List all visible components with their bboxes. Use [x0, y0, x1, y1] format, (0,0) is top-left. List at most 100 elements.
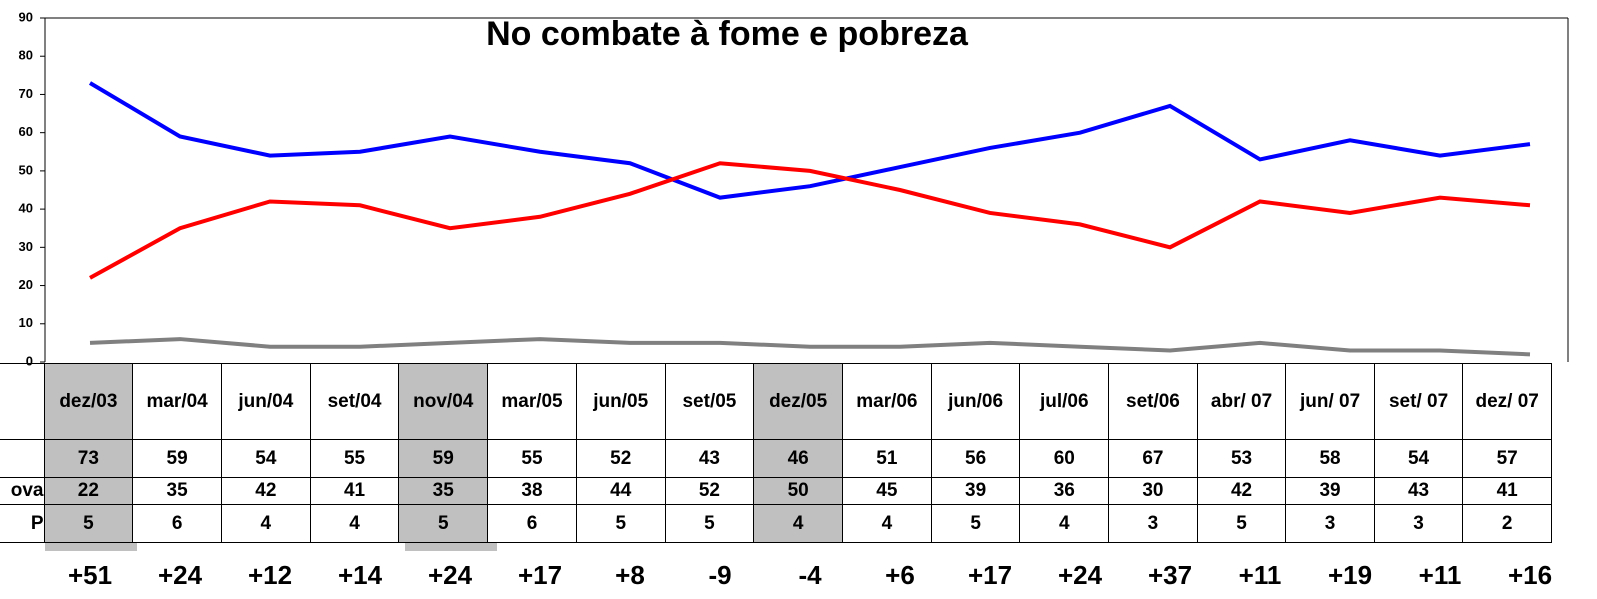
value-cell: 43 [1373, 477, 1464, 505]
column-header: dez/ 07 [1462, 363, 1552, 440]
y-tick-label: 30 [19, 239, 33, 254]
value-cell: 58 [1285, 439, 1375, 478]
y-tick-label: 80 [19, 48, 33, 63]
balance-value: +24 [427, 560, 473, 590]
value-cell: 73 [43, 439, 134, 478]
y-tick-label: 90 [19, 9, 33, 24]
value-cell: 5 [930, 504, 1021, 543]
highlight-extension [45, 543, 137, 551]
row-label: P [0, 504, 45, 543]
value-cell: 4 [753, 504, 843, 543]
value-cell: 5 [664, 504, 755, 543]
column-header: mar/06 [842, 363, 932, 440]
value-cell: 3 [1285, 504, 1375, 543]
value-cell: 46 [753, 439, 843, 478]
value-cell: 5 [398, 504, 489, 543]
balance-value: -4 [798, 560, 822, 590]
value-cell: 55 [309, 439, 400, 478]
value-cell: 3 [1373, 504, 1464, 543]
value-cell: 57 [1462, 439, 1552, 478]
column-header: jun/05 [575, 363, 666, 440]
value-cell: 52 [664, 477, 755, 505]
y-tick-label: 70 [19, 86, 33, 101]
chart-title: No combate à fome e pobreza [486, 15, 969, 53]
value-cell: 59 [398, 439, 489, 478]
value-cell: 54 [220, 439, 311, 478]
balance-value: +12 [247, 560, 293, 590]
data-table: dez/03 mar/04 jun/04 set/04 nov/04 mar/05 jun/… [0, 363, 1552, 543]
balance-value: +14 [337, 560, 383, 590]
y-tick-label: 50 [19, 162, 33, 177]
value-cell: 3 [1108, 504, 1198, 543]
balance-value: +24 [1057, 560, 1103, 590]
value-cell: 35 [398, 477, 489, 505]
value-cell: 4 [309, 504, 400, 543]
value-cell: 55 [487, 439, 577, 478]
balance-value: +11 [1238, 560, 1282, 590]
series-line [89, 161, 1531, 280]
series-row: 73 59 54 55 59 55 52 43 46 51 56 60 67 53 58 54 57 [0, 439, 1552, 478]
column-header: jun/ 07 [1285, 363, 1375, 440]
value-cell: 4 [220, 504, 311, 543]
value-cell: 4 [842, 504, 932, 543]
column-header: dez/03 [43, 363, 134, 440]
value-cell: 42 [1196, 477, 1287, 505]
column-header: mar/04 [132, 363, 222, 440]
value-cell: 44 [575, 477, 666, 505]
balance-value: +37 [1147, 560, 1193, 590]
column-header: set/06 [1108, 363, 1198, 440]
value-cell: 56 [930, 439, 1021, 478]
balance-value: -9 [708, 560, 732, 590]
column-header: set/04 [309, 363, 400, 440]
y-tick-label: 20 [19, 277, 33, 292]
value-cell: 60 [1019, 439, 1110, 478]
column-header: set/ 07 [1373, 363, 1464, 440]
value-cell: 5 [1196, 504, 1287, 543]
value-cell: 6 [132, 504, 222, 543]
column-header: mar/05 [487, 363, 577, 440]
value-cell: 5 [575, 504, 666, 543]
balance-value: +6 [885, 560, 915, 590]
value-cell: 39 [1285, 477, 1375, 505]
header-row: dez/03 mar/04 jun/04 set/04 nov/04 mar/05 jun/… [0, 363, 1552, 440]
value-cell: 45 [842, 477, 932, 505]
value-cell: 30 [1108, 477, 1198, 505]
balance-value: +51 [67, 560, 113, 590]
value-cell: 41 [1462, 477, 1552, 505]
column-header: jun/04 [220, 363, 311, 440]
value-cell: 35 [132, 477, 222, 505]
balance-value: +11 [1418, 560, 1462, 590]
balance-value: +16 [1507, 560, 1553, 590]
column-header: set/05 [664, 363, 755, 440]
row-label [0, 363, 45, 440]
column-header: abr/ 07 [1196, 363, 1287, 440]
value-cell: 51 [842, 439, 932, 478]
highlight-extension [405, 543, 497, 551]
value-cell: 59 [132, 439, 222, 478]
y-tick-label: 0 [26, 353, 33, 368]
value-cell: 41 [309, 477, 400, 505]
series-line [89, 337, 1531, 357]
balance-value: +8 [615, 560, 645, 590]
balance-value: +17 [517, 560, 563, 590]
column-header: nov/04 [398, 363, 489, 440]
value-cell: 52 [575, 439, 666, 478]
column-header: dez/05 [753, 363, 843, 440]
value-cell: 67 [1108, 439, 1198, 478]
value-cell: 53 [1196, 439, 1287, 478]
balance-value: +24 [157, 560, 203, 590]
value-cell: 50 [753, 477, 843, 505]
row-label [0, 439, 45, 478]
series-row: ova 22 35 42 41 35 38 44 52 50 45 39 36 30 42 39 43 41 [0, 477, 1552, 505]
row-label: ova [0, 477, 45, 505]
value-cell: 38 [487, 477, 577, 505]
column-header: jun/06 [930, 363, 1021, 440]
value-cell: 39 [930, 477, 1021, 505]
column-header: jul/06 [1019, 363, 1110, 440]
value-cell: 6 [487, 504, 577, 543]
value-cell: 43 [664, 439, 755, 478]
value-cell: 54 [1373, 439, 1464, 478]
value-cell: 42 [220, 477, 311, 505]
